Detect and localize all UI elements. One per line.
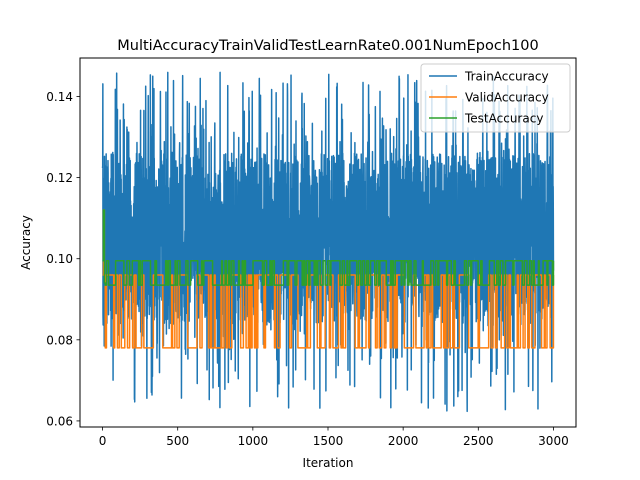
legend-label: TrainAccuracy [464, 70, 549, 84]
y-axis: 0.06 0.08 0.10 0.12 0.14 [46, 90, 80, 428]
y-axis-title: Accuracy [19, 215, 33, 270]
x-tick-label: 2000 [388, 434, 419, 448]
y-tick-label: 0.08 [46, 333, 73, 347]
chart-title: MultiAccuracyTrainValidTestLearnRate0.00… [117, 38, 538, 54]
legend-label: ValidAccuracy [465, 91, 549, 105]
series-layer [101, 71, 555, 413]
x-tick-label: 1500 [313, 434, 344, 448]
legend-box [420, 63, 571, 133]
y-tick-label: 0.14 [46, 90, 73, 104]
y-tick-label: 0.06 [46, 414, 73, 428]
x-tick-label: 3000 [538, 434, 569, 448]
y-tick-label: 0.10 [46, 252, 73, 266]
x-tick-label: 0 [99, 434, 107, 448]
x-tick-label: 2500 [463, 434, 494, 448]
x-axis: 0 500 1000 1500 2000 2500 3000 [99, 427, 569, 448]
series-line-3 [102, 209, 555, 286]
legend: TrainAccuracy ValidAccuracy TestAccuracy [420, 63, 571, 133]
x-tick-label: 1000 [238, 434, 269, 448]
y-tick-label: 0.12 [46, 171, 73, 185]
x-tick-label: 500 [166, 434, 189, 448]
legend-label: TestAccuracy [464, 112, 543, 126]
x-axis-title: Iteration [303, 456, 354, 470]
